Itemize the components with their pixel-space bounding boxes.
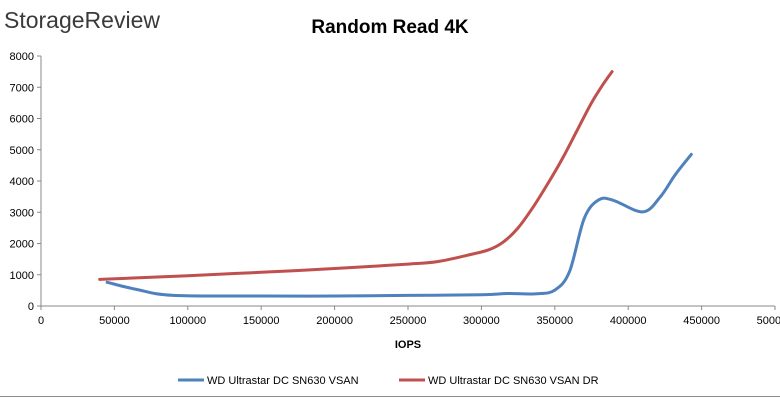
legend-entry-label: WD Ultrastar DC SN630 VSAN xyxy=(207,375,359,387)
x-tick-label: 250000 xyxy=(390,315,427,327)
chart-title: Random Read 4K xyxy=(311,17,469,38)
x-tick-label: 50000 xyxy=(99,315,130,327)
x-tick-label: 300000 xyxy=(463,315,500,327)
x-tick-label: 0 xyxy=(38,315,44,327)
y-tick-label: 1000 xyxy=(10,270,34,282)
axes: 0 1000 2000 3000 4000 5000 6000 7000 8000 0 50000 1… xyxy=(10,51,780,327)
x-axis-label: IOPS xyxy=(395,339,421,351)
y-tick-label: 7000 xyxy=(10,82,34,94)
x-tick-label: 450000 xyxy=(683,315,720,327)
legend: WD Ultrastar DC SN630 VSAN WD Ultrastar D… xyxy=(178,375,599,387)
x-tick-label: 400000 xyxy=(610,315,647,327)
y-tick-label: 3000 xyxy=(10,207,34,219)
legend-entry-label: WD Ultrastar DC SN630 VSAN DR xyxy=(428,375,599,387)
y-tick-label: 8000 xyxy=(10,51,34,63)
x-tick-label: 100000 xyxy=(169,315,206,327)
x-tick-label: 500000 xyxy=(757,315,780,327)
plot-area xyxy=(98,70,693,298)
y-tick-label: 4000 xyxy=(10,176,34,188)
y-tick-label: 6000 xyxy=(10,114,34,126)
brand-logo: StorageReview xyxy=(4,7,160,33)
y-tick-label: 2000 xyxy=(10,239,34,251)
x-tick-label: 150000 xyxy=(243,315,280,327)
y-tick-label: 0 xyxy=(28,301,34,313)
x-tick-label: 200000 xyxy=(316,315,353,327)
x-tick-label: 350000 xyxy=(536,315,573,327)
series-line-vsan-dr xyxy=(98,70,614,281)
series-line-vsan xyxy=(105,152,693,298)
y-tick-label: 5000 xyxy=(10,145,34,157)
